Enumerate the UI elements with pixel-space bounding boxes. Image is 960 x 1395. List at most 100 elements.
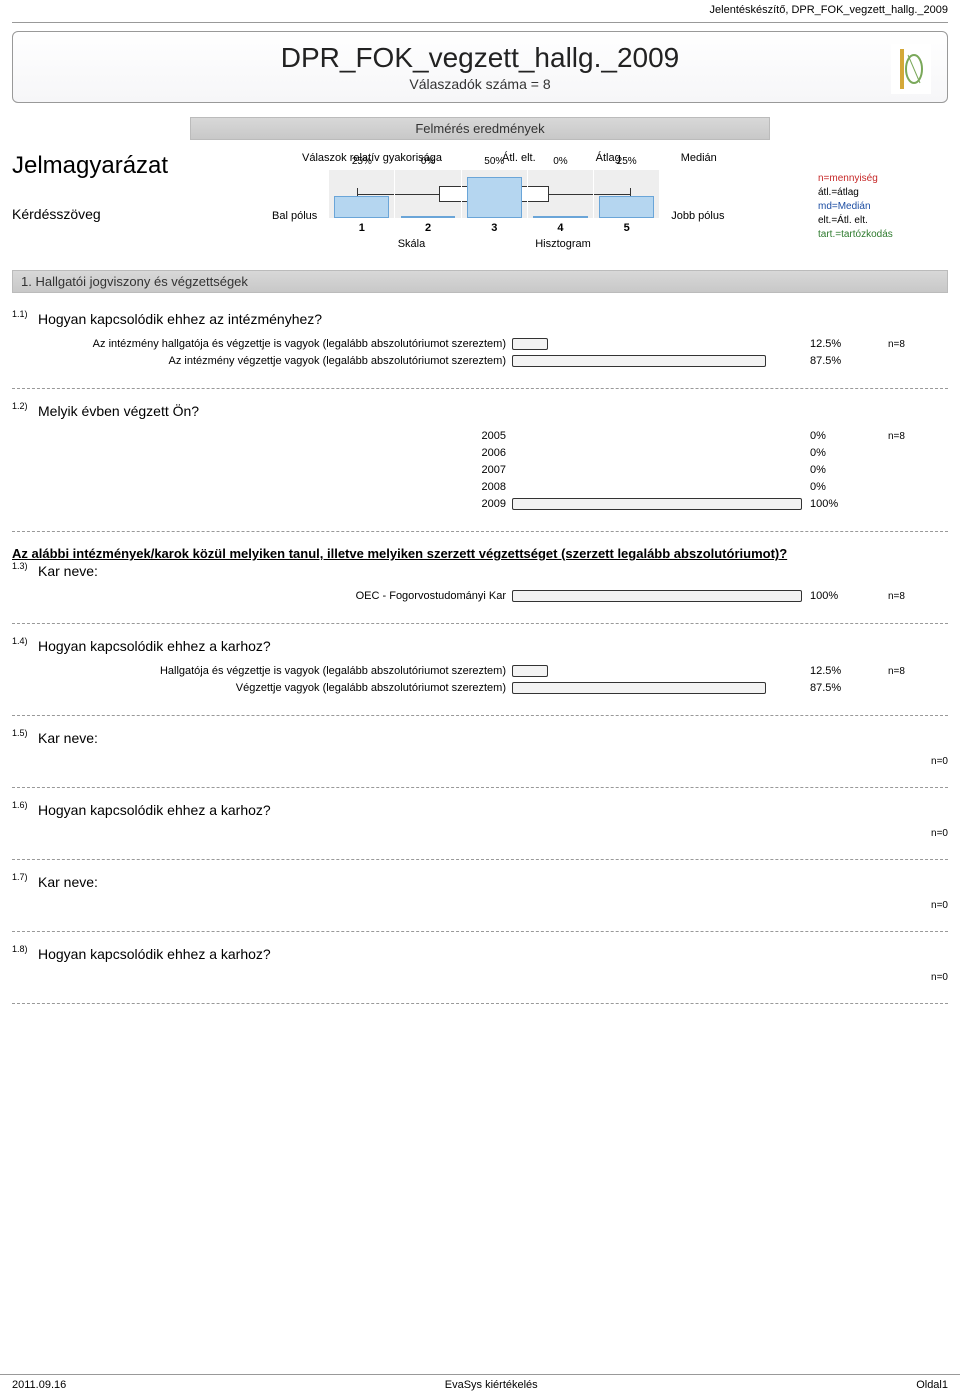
legend-skala: Skála: [398, 238, 426, 250]
histo-bar: [334, 196, 389, 218]
bar-track: [512, 664, 802, 678]
question-1-5: 1.5)Kar neve: n=0: [12, 730, 948, 767]
n-label: n=8: [888, 666, 905, 677]
bar-pct: 0%: [802, 481, 858, 493]
bar-track: [512, 497, 802, 511]
legend-histogram: 25%10%250%30%425%5: [329, 170, 659, 218]
report-icon: [891, 44, 931, 94]
bar-label: 2009: [12, 498, 512, 510]
bar-fill: [512, 682, 766, 694]
legend-left-pole: Bal pólus: [272, 210, 317, 222]
separator: [12, 531, 948, 532]
bar-pct: 100%: [802, 498, 858, 510]
bar-track: [512, 354, 802, 368]
bar-label: Az intézmény végzettje vagyok (legalább …: [12, 355, 512, 367]
footer-date: 2011.09.16: [12, 1379, 66, 1391]
bar-label: Végzettje vagyok (legalább abszolutórium…: [12, 682, 512, 694]
n-label: n=8: [888, 339, 905, 350]
separator: [12, 859, 948, 860]
page-header: Jelentéskészítő, DPR_FOK_vegzett_hallg._…: [12, 0, 948, 23]
bar-pct: 0%: [802, 447, 858, 459]
title-sub: Válaszadók száma = 8: [23, 76, 937, 92]
bar-fill: [512, 590, 802, 602]
q-num: 1.1): [12, 309, 28, 319]
q-title-text: Kar neve:: [38, 563, 98, 579]
histo-bar: [533, 216, 588, 218]
bar-fill: [512, 498, 802, 510]
legend-key-md: md=Medián: [818, 200, 948, 214]
histo-pct: 0%: [395, 156, 460, 167]
q-title-text: Hogyan kapcsolódik ehhez a karhoz?: [38, 946, 271, 962]
bar-label: 2005: [12, 430, 512, 442]
histo-bar: [401, 216, 456, 218]
bar-label: Hallgatója és végzettje is vagyok (legal…: [12, 665, 512, 677]
bar-pct: 87.5%: [802, 682, 858, 694]
n-label: n=0: [931, 972, 948, 983]
question-1-6: 1.6) Hogyan kapcsolódik ehhez a karhoz? n…: [12, 802, 948, 839]
page-footer: 2011.09.16 EvaSys kiértékelés Oldal1: [0, 1374, 960, 1395]
main-section-bar: 1. Hallgatói jogviszony és végzettségek: [12, 270, 948, 293]
bar-row: Az intézmény végzettje vagyok (legalább …: [12, 354, 948, 368]
histo-pct: 25%: [594, 156, 659, 167]
histo-num: 1: [329, 222, 394, 234]
n-label: n=0: [931, 900, 948, 911]
separator: [12, 787, 948, 788]
bar-pct: 0%: [802, 464, 858, 476]
histo-num: 3: [462, 222, 527, 234]
legend-key-elt: elt.=Átl. elt.: [818, 214, 948, 228]
q-title-text: Kar neve:: [38, 874, 98, 890]
histo-num: 2: [395, 222, 460, 234]
n-label: n=0: [931, 828, 948, 839]
question-1-4: 1.4) Hogyan kapcsolódik ehhez a karhoz? …: [12, 638, 948, 695]
q-num: 1.6): [12, 800, 28, 810]
legend-key-tart: tart.=tartózkodás: [818, 228, 948, 242]
bar-row: 20050%n=8: [12, 429, 948, 443]
separator: [12, 623, 948, 624]
q-num: 1.4): [12, 636, 28, 646]
q-num: 1.8): [12, 944, 28, 954]
histo-bar: [599, 196, 654, 218]
bar-fill: [512, 665, 548, 677]
q-title-text: Hogyan kapcsolódik ehhez a karhoz?: [38, 802, 271, 818]
bar-pct: 0%: [802, 430, 858, 442]
bar-track: [512, 589, 802, 603]
n-label: n=0: [931, 756, 948, 767]
legend-question-label: Kérdésszöveg: [12, 206, 252, 222]
bar-row: 20070%: [12, 463, 948, 477]
bar-fill: [512, 355, 766, 367]
q-num: 1.5): [12, 728, 28, 738]
histo-bar: [467, 177, 522, 218]
question-1-1: 1.1) Hogyan kapcsolódik ehhez az intézmé…: [12, 311, 948, 368]
bar-row: OEC - Fogorvostudományi Kar100%n=8: [12, 589, 948, 603]
bar-track: [512, 681, 802, 695]
question-1-8: 1.8) Hogyan kapcsolódik ehhez a karhoz? n…: [12, 946, 948, 983]
footer-page: Oldal1: [916, 1379, 948, 1391]
bar-row: Hallgatója és végzettje is vagyok (legal…: [12, 664, 948, 678]
q-num: 1.3): [12, 561, 28, 571]
legend: Jelmagyarázat Kérdésszöveg Válaszok rela…: [12, 152, 948, 250]
footer-center: EvaSys kiértékelés: [445, 1379, 538, 1391]
bar-label: OEC - Fogorvostudományi Kar: [12, 590, 512, 602]
legend-key-n: n=mennyiség: [818, 172, 948, 186]
q-title-text: Hogyan kapcsolódik ehhez a karhoz?: [38, 638, 271, 654]
histo-pct: 0%: [528, 156, 593, 167]
bar-row: 2006 0%: [12, 446, 948, 460]
q-title-text: Melyik évben végzett Ön?: [38, 403, 199, 419]
bar-fill: [512, 338, 548, 350]
histo-num: 5: [594, 222, 659, 234]
bar-pct: 87.5%: [802, 355, 858, 367]
bar-track: [512, 337, 802, 351]
bar-label: 2006: [12, 447, 512, 459]
histo-num: 4: [528, 222, 593, 234]
bar-pct: 100%: [802, 590, 858, 602]
bar-label: Az intézmény hallgatója és végzettje is …: [12, 338, 512, 350]
legend-title: Jelmagyarázat: [12, 152, 252, 180]
bar-track: [512, 429, 802, 443]
q-num: 1.7): [12, 872, 28, 882]
question-1-3: 1.3) Kar neve: OEC - Fogorvostudományi K…: [12, 563, 948, 603]
separator: [12, 715, 948, 716]
bar-pct: 12.5%: [802, 338, 858, 350]
q-num: 1.2): [12, 401, 28, 411]
legend-right-pole: Jobb pólus: [671, 210, 724, 222]
bar-track: [512, 446, 802, 460]
